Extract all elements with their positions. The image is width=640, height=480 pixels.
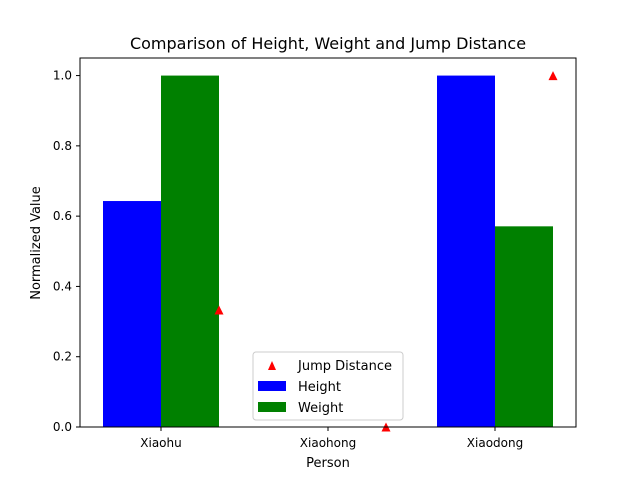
y-tick-label: 0.8 [53,139,72,153]
chart-title: Comparison of Height, Weight and Jump Di… [130,34,526,53]
x-tick-label: Xiaodong [467,436,523,450]
y-axis-label: Normalized Value [29,186,44,300]
legend-label-weight: Weight [298,401,343,416]
bar-weight-xiaodong [495,226,553,427]
legend-entry-jump-distance: Jump Distance [268,359,392,374]
legend: Jump Distance Height Weight [252,351,404,421]
legend-entry-height: Height [258,380,341,395]
y-axis: 0.0 0.2 0.4 0.6 0.8 1.0 [53,69,80,434]
bar-weight-xiaohu [161,75,219,428]
x-axis-label: Person [306,456,350,471]
x-tick-label: Xiaohu [140,436,181,450]
x-axis: Xiaohu Xiaohong Xiaodong [140,427,523,450]
y-tick-label: 0.0 [53,420,72,434]
legend-label-height: Height [298,380,341,395]
y-tick-label: 1.0 [53,69,72,83]
x-tick-label: Xiaohong [300,436,356,450]
y-tick-label: 0.6 [53,209,72,223]
marker-jump-distance-xiaohu [214,305,224,315]
legend-box [252,351,404,421]
legend-entry-weight: Weight [258,401,343,416]
bar-height-xiaohu [103,201,161,427]
legend-marker-jump-distance [268,361,276,370]
bars-layer [103,75,553,428]
legend-swatch-weight [258,402,286,412]
y-tick-label: 0.4 [53,279,72,293]
marker-jump-distance-xiaodong [548,71,558,81]
y-tick-label: 0.2 [53,350,72,364]
legend-label-jump-distance: Jump Distance [297,359,392,374]
bar-height-xiaodong [437,75,495,428]
legend-swatch-height [258,381,286,391]
